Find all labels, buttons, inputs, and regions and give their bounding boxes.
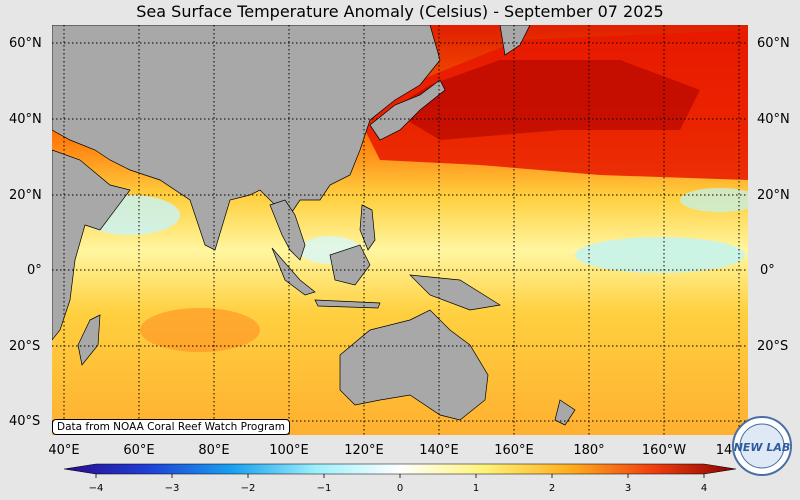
equatorial-cool-patch: [575, 237, 745, 273]
lon-label-180: 180°: [573, 443, 605, 458]
colorbar-tick-label: 3: [624, 483, 632, 494]
colorbar-tick-label: 0: [396, 483, 404, 494]
lab-logo[interactable]: NEW LAB: [731, 415, 793, 477]
lat-label-20n-right: 20°N: [757, 188, 790, 203]
lat-label-20s-left: 20°S: [9, 339, 41, 354]
lat-label-40n-left: 40°N: [9, 112, 42, 127]
lon-label-160e: 160°E: [494, 443, 534, 458]
lon-label-40e: 40°E: [48, 443, 80, 458]
land-masses: [52, 25, 576, 426]
lon-label-100e: 100°E: [269, 443, 309, 458]
kuroshio-hot-anomaly: [390, 60, 700, 140]
colorbar-tick-label: −3: [164, 483, 180, 494]
lon-label-140e: 140°E: [419, 443, 459, 458]
lat-label-40s-left: 40°S: [9, 414, 41, 429]
lon-label-160w: 160°W: [641, 443, 687, 458]
lat-label-eq-right: 0°: [760, 263, 775, 278]
lat-label-60n-right: 60°N: [757, 36, 790, 51]
lon-label-80e: 80°E: [198, 443, 230, 458]
lat-label-eq-left: 0°: [27, 263, 42, 278]
graticule: [52, 25, 748, 435]
colorbar: [63, 463, 737, 478]
logo-text: NEW LAB: [734, 441, 791, 454]
colorbar-tick-label: 2: [548, 483, 556, 494]
colorbar-tick-label: −2: [240, 483, 256, 494]
indian-ocean-warm-patch: [140, 308, 260, 352]
lon-label-120e: 120°E: [344, 443, 384, 458]
lon-label-60e: 60°E: [123, 443, 155, 458]
data-credit: Data from NOAA Coral Reef Watch Program: [52, 419, 290, 435]
lat-label-40n-right: 40°N: [757, 112, 790, 127]
lat-label-20s-right: 20°S: [757, 339, 789, 354]
colorbar-tick-label: 1: [472, 483, 480, 494]
map-title: Sea Surface Temperature Anomaly (Celsius…: [136, 2, 664, 21]
colorbar-tick-label: −1: [316, 483, 332, 494]
lat-label-20n-left: 20°N: [9, 188, 42, 203]
colorbar-tick-label: −4: [88, 483, 104, 494]
lon-label-140w-partial: 14: [715, 443, 733, 458]
central-pacific-cool-patch: [680, 188, 748, 212]
lat-label-60n-left: 60°N: [9, 36, 42, 51]
colorbar-tick-label: 4: [700, 483, 708, 494]
